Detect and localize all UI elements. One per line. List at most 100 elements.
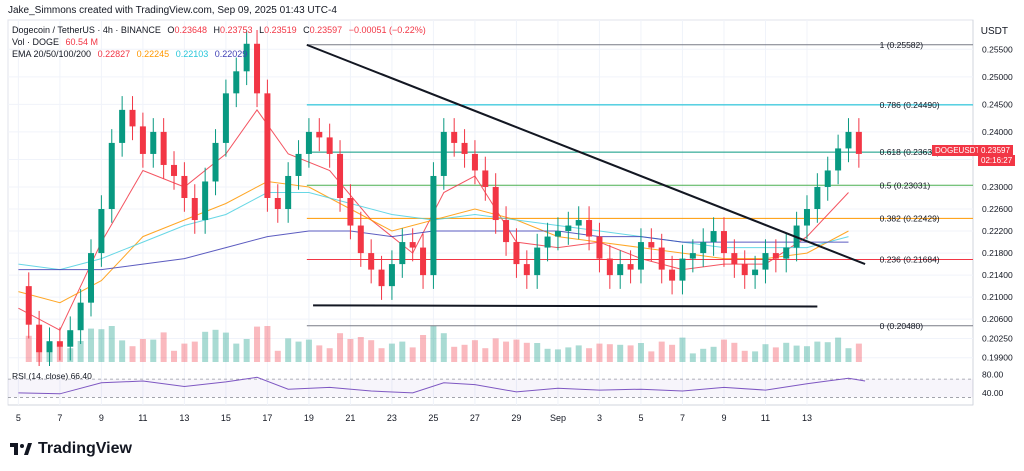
candle-body: [191, 198, 198, 221]
time-axis[interactable]: 5 7 9 11 13 15 17 19 21 23 25 27 29 Sep 3 5 7 9 11 13: [16, 413, 812, 423]
volume-bar: [357, 337, 364, 362]
volume-bar: [824, 342, 831, 362]
time-tick-label: 21: [345, 413, 355, 423]
tradingview-logo[interactable]: TradingView: [10, 440, 132, 458]
volume-bar: [492, 338, 499, 362]
time-tick-label: 5: [16, 413, 21, 423]
volume-bar: [368, 340, 375, 362]
volume-bar: [565, 347, 572, 362]
time-tick-label: 3: [597, 413, 602, 423]
volume-bar: [212, 329, 219, 362]
volume-bar: [129, 346, 136, 362]
volume-bar: [233, 343, 240, 362]
rsi-tick-label: 80.00: [982, 370, 1004, 380]
candle-body: [25, 286, 32, 325]
candle-body: [845, 131, 852, 149]
close-label: C: [303, 25, 310, 35]
candle-body: [119, 109, 126, 143]
candle-body: [285, 175, 292, 210]
creator-line: Jake_Simmons created with TradingView.co…: [8, 5, 337, 16]
candle-body: [731, 253, 738, 265]
candle-body: [171, 164, 178, 176]
price-tick-label: 0.22200: [982, 226, 1013, 236]
candle-body: [689, 253, 696, 259]
fib-level-label: 0.382 (0.22429): [880, 213, 940, 223]
candle-body: [461, 142, 468, 154]
volume-bar: [243, 339, 250, 362]
rsi-pane: RSI (14, close) 66.40: [8, 371, 973, 398]
volume-bar: [202, 331, 209, 362]
price-tick-label: 0.23000: [982, 182, 1013, 192]
candle-body: [295, 153, 302, 176]
candle-body: [596, 236, 603, 259]
price-tick-label: 0.20600: [982, 314, 1013, 324]
candle-body: [471, 153, 478, 171]
candle-body: [824, 170, 831, 187]
volume-bar: [793, 345, 800, 362]
candle-body: [637, 242, 644, 270]
candle-body: [388, 264, 395, 287]
volume-bar: [554, 349, 561, 362]
volume-bar: [171, 350, 178, 362]
trendlines[interactable]: [306, 43, 866, 308]
candle-body: [409, 242, 416, 248]
price-tick-label: 0.21000: [982, 292, 1013, 302]
candle-body: [855, 131, 862, 154]
candle-body: [347, 198, 354, 226]
fib-level-label: 0.5 (0.23031): [880, 180, 931, 190]
volume-bar: [534, 343, 541, 362]
candle-body: [565, 225, 572, 232]
volume-bar: [482, 348, 489, 362]
candle-body: [575, 220, 582, 226]
candle-body: [357, 225, 364, 254]
volume-bar: [835, 337, 842, 362]
price-tick-label: 0.20250: [982, 333, 1013, 343]
volume-bar: [274, 350, 281, 362]
trendline: [306, 43, 866, 266]
volume-bar: [399, 341, 406, 362]
candle-body: [316, 131, 323, 138]
volume-bar: [316, 345, 323, 362]
symbol-title[interactable]: Dogecoin / TetherUS · 4h · BINANCE: [12, 25, 161, 35]
volume-bar: [77, 341, 84, 362]
symbol-line[interactable]: Dogecoin / TetherUS · 4h · BINANCE O0.23…: [12, 25, 426, 35]
volume-bar: [347, 339, 354, 362]
volume-bar: [606, 344, 613, 362]
candle-body: [627, 264, 634, 270]
volume-bar: [586, 348, 593, 362]
volume-bar: [845, 348, 852, 362]
time-tick-label: 29: [511, 413, 521, 423]
price-axis[interactable]: 0.255000.250000.245000.240000.235000.230…: [982, 44, 1013, 398]
volume-bar: [752, 351, 759, 362]
volume-bar: [181, 343, 188, 362]
price-tick-label: 0.25500: [982, 44, 1013, 54]
time-tick-label: 9: [99, 413, 104, 423]
volume-bar: [679, 337, 686, 362]
volume-bar: [264, 326, 271, 362]
candle-body: [513, 242, 520, 265]
candle-body: [305, 131, 312, 154]
volume-bar: [617, 344, 624, 362]
candle-body: [368, 253, 375, 270]
rsi-tick-label: 40.00: [982, 388, 1004, 398]
volume-bar: [710, 346, 717, 362]
candle-body: [77, 302, 84, 331]
volume-bar: [388, 343, 395, 362]
volume-bar: [658, 341, 665, 362]
time-tick-label: 11: [761, 413, 770, 423]
candle-body: [108, 142, 115, 210]
low-value: 0.23519: [264, 25, 297, 35]
candle-body: [56, 341, 63, 347]
ema-legend[interactable]: EMA 20/50/100/200 0.22827 0.22245 0.2210…: [12, 49, 247, 59]
candle-body: [222, 93, 229, 143]
currency-label: USDT: [980, 26, 1008, 37]
fib-level-label: 0 (0.20480): [880, 321, 924, 331]
candle-body: [700, 242, 707, 254]
ema50-value: 0.22245: [136, 49, 170, 59]
volume-bar: [575, 345, 582, 362]
volume-bar: [669, 344, 676, 362]
time-tick-label: 7: [57, 413, 62, 423]
candle-body: [36, 324, 43, 353]
volume-legend[interactable]: Vol · DOGE 60.54 M: [12, 37, 98, 47]
